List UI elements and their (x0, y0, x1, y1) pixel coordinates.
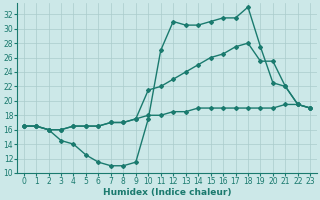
X-axis label: Humidex (Indice chaleur): Humidex (Indice chaleur) (103, 188, 231, 197)
